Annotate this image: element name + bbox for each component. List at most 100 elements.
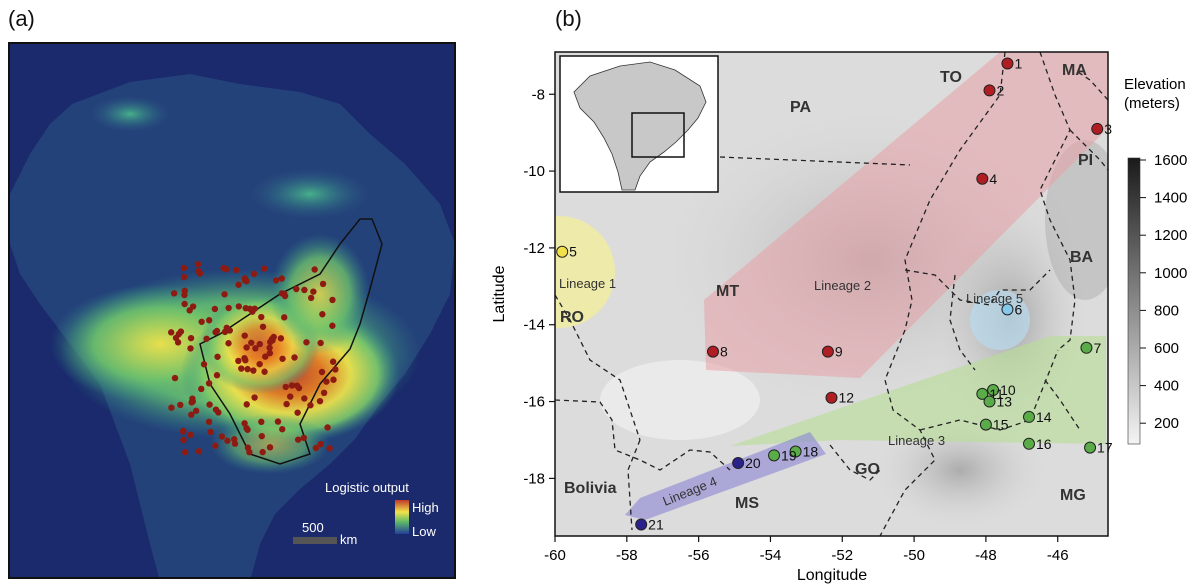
x-tick-label: -56 — [688, 547, 710, 564]
occurrence-dot — [307, 294, 315, 302]
occurrence-dot — [319, 280, 327, 288]
legend-high-label: High — [412, 500, 439, 515]
occurrence-dot — [181, 300, 188, 308]
occurrence-dot — [293, 285, 300, 293]
panel-b-label: (b) — [555, 6, 582, 31]
sample-point-label: 1 — [1014, 56, 1022, 72]
occurrence-dot — [211, 305, 219, 313]
occurrence-dot — [233, 266, 240, 274]
occurrence-dot — [256, 360, 263, 368]
y-tick-label: -16 — [523, 394, 545, 411]
elevation-tick-label: 400 — [1154, 378, 1179, 395]
occurrence-dot — [272, 277, 280, 284]
sample-point-label: 21 — [648, 516, 664, 532]
occurrence-dot — [207, 428, 214, 436]
occurrence-dot — [311, 266, 318, 273]
elevation-tick-label: 1400 — [1154, 190, 1187, 207]
sample-point-2 — [983, 84, 996, 97]
state-label-ms: MS — [735, 495, 759, 512]
occurrence-dot — [274, 418, 282, 425]
occurrence-dot — [330, 376, 337, 383]
occurrence-dot — [307, 402, 314, 409]
occurrence-dot — [332, 366, 339, 373]
elevation-tick-label: 1200 — [1154, 227, 1187, 244]
occurrence-dot — [214, 353, 221, 360]
occurrence-dot — [319, 311, 326, 318]
occurrence-dot — [198, 318, 205, 325]
sample-point-14 — [1023, 410, 1035, 423]
scalebar-unit: km — [340, 532, 357, 547]
sample-point-label: 10 — [1000, 382, 1016, 398]
x-tick-label: -50 — [903, 547, 925, 564]
state-boundaries — [555, 52, 1108, 536]
occurrence-dot — [277, 335, 285, 342]
occurrence-dot — [279, 355, 286, 362]
occurrence-dot — [291, 354, 298, 361]
legend-color-ramp — [395, 500, 409, 534]
lineage-3-area — [730, 336, 1106, 446]
y-tick-label: -12 — [523, 240, 545, 257]
occurrence-dot — [317, 440, 324, 448]
sample-point-label: 13 — [997, 394, 1013, 410]
occurrence-dot — [256, 340, 263, 348]
occurrence-dot — [171, 374, 179, 382]
sample-point-label: 5 — [569, 244, 577, 260]
occurrence-dot — [282, 383, 289, 391]
occurrence-dot — [224, 437, 231, 444]
state-label-mt: MT — [716, 283, 739, 300]
sample-point-label: 7 — [1093, 340, 1101, 356]
occurrence-dot — [195, 448, 203, 455]
occurrence-dot — [180, 436, 187, 444]
x-tick-label: -54 — [760, 547, 782, 564]
occurrence-dot — [205, 317, 213, 324]
occurrence-dot — [179, 428, 187, 435]
x-tick-label: -46 — [1047, 547, 1069, 564]
sample-point-label: 12 — [839, 390, 855, 406]
sample-point-10 — [987, 384, 1000, 397]
sample-point-3 — [1091, 122, 1104, 135]
lineage-5-label: Lineage 5 — [966, 291, 1023, 306]
lineage-2-label: Lineage 2 — [814, 278, 871, 293]
state-label-pa: PA — [790, 99, 811, 116]
sample-point-label: 2 — [997, 82, 1005, 98]
occurrence-dot — [223, 266, 230, 273]
country-label-bolivia: Bolivia — [564, 480, 617, 497]
occurrence-dot — [225, 340, 232, 347]
occurrence-dot — [218, 433, 226, 440]
sample-point-17 — [1084, 441, 1097, 454]
occurrence-dot — [320, 389, 328, 397]
occurrence-dot — [187, 334, 195, 342]
occurrence-dot — [261, 265, 268, 272]
sample-point-4 — [976, 172, 989, 185]
occurrence-dot — [206, 401, 213, 408]
occurrence-dot — [168, 404, 175, 411]
occurrence-dot — [177, 401, 184, 409]
distribution-map-canvas: Logistic output High Low 500 km — [10, 44, 454, 577]
sample-point-15 — [979, 418, 992, 431]
occurrence-dot — [252, 345, 259, 352]
occurrence-dot — [261, 368, 268, 375]
sample-point-11 — [976, 387, 989, 400]
occurrence-dot — [310, 288, 317, 295]
occurrence-dot — [250, 367, 257, 374]
sample-point-label: 6 — [1014, 301, 1022, 317]
sample-point-6 — [1001, 303, 1014, 316]
occurrence-dot — [300, 434, 308, 442]
elevation-tick-label: 800 — [1154, 302, 1179, 319]
sample-point-13 — [983, 395, 996, 408]
occurrence-dot — [231, 436, 238, 443]
occurrence-dot — [249, 308, 256, 315]
occurrence-dot — [316, 397, 324, 405]
map-frame — [554, 51, 1109, 537]
occurrence-dot — [281, 314, 288, 321]
occurrence-dot — [317, 339, 324, 347]
legend-title: Logistic output — [325, 480, 409, 495]
occurrence-dot — [235, 303, 243, 310]
lineage-3-label: Lineage 3 — [888, 433, 945, 448]
occurrence-dot — [258, 432, 265, 440]
sample-point-19 — [768, 449, 781, 462]
occurrence-dot — [205, 380, 213, 387]
occurrence-dot — [194, 260, 202, 268]
state-label-ro: RO — [560, 309, 584, 326]
